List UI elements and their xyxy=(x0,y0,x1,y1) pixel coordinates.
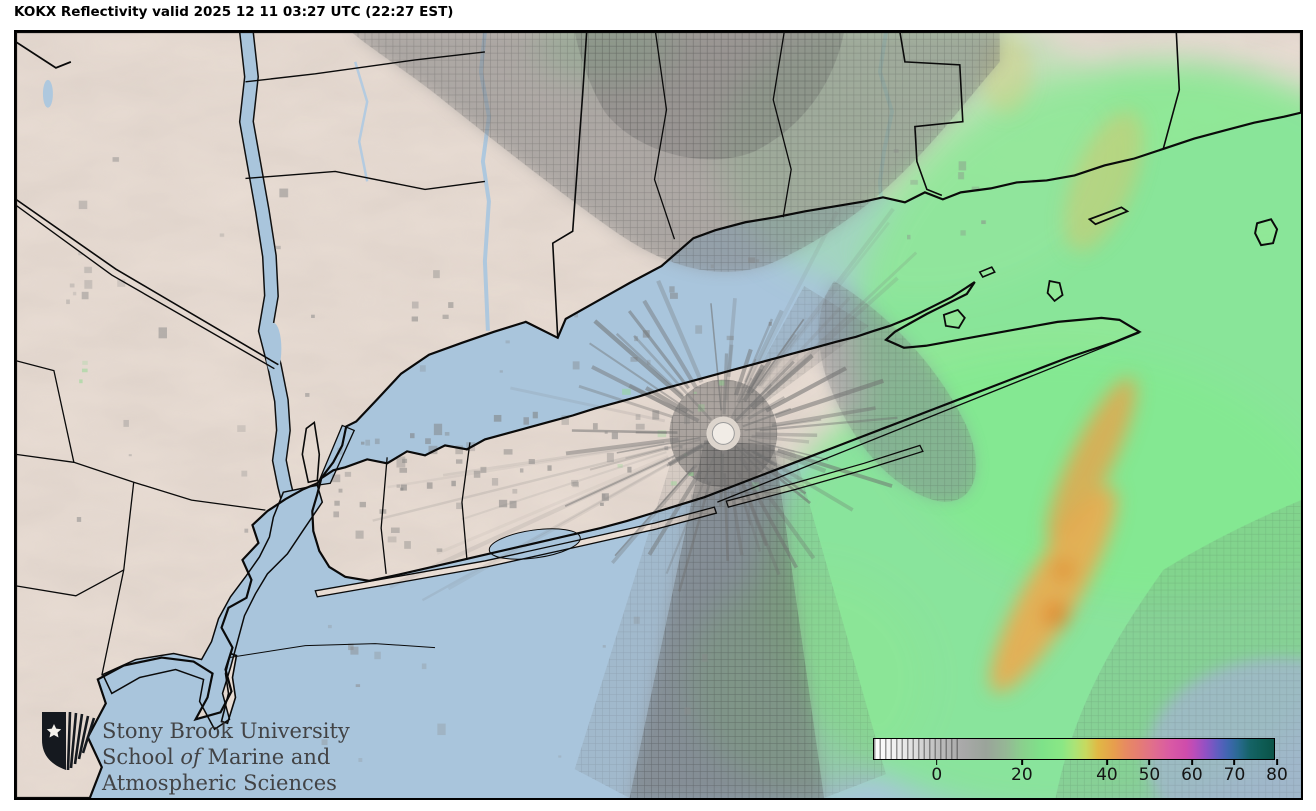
logo-line-2: School of Marine and xyxy=(102,745,331,769)
colorbar-tick-label: 80 xyxy=(1266,765,1288,785)
radar-site xyxy=(706,416,741,451)
map-canvas xyxy=(16,32,1301,798)
colorbar-tick-mark xyxy=(1106,759,1108,765)
radar-echo-orange xyxy=(979,33,1143,693)
logo-line-3: Atmospheric Sciences xyxy=(102,771,337,795)
coastlines xyxy=(16,32,1301,798)
colorbar-gradient xyxy=(873,738,1275,760)
stonybrook-logo: Stony Brook University School of Marine … xyxy=(40,710,350,796)
stonybrook-shield-icon xyxy=(42,711,96,771)
colorbar-tick-label: 40 xyxy=(1096,765,1118,785)
colorbar-tick-mark xyxy=(1148,759,1151,765)
radar-clutter-regions xyxy=(351,32,1301,798)
colorbar-tick-mark xyxy=(1276,759,1278,765)
colorbar-tick-label: 0 xyxy=(931,765,943,785)
colorbar-nd-stripes xyxy=(874,739,958,759)
colorbar-gradient-svg xyxy=(874,739,1274,759)
colorbar-tick-label: 20 xyxy=(1011,765,1033,785)
colorbar-tick-label: 60 xyxy=(1181,765,1203,785)
stonybrook-logo-text: Stony Brook University School of Marine … xyxy=(102,718,350,796)
state-county-borders xyxy=(16,32,1181,676)
radar-spokes xyxy=(372,207,918,602)
colorbar-tick-mark xyxy=(1233,759,1236,765)
colorbar-tick-mark xyxy=(1020,759,1023,765)
logo-line-1: Stony Brook University xyxy=(102,719,350,743)
radar-map: Stony Brook University School of Marine … xyxy=(14,30,1303,800)
colorbar-tick-label: 50 xyxy=(1138,765,1161,785)
radar-speckles xyxy=(66,149,986,762)
reflectivity-colorbar: 0 20 40 50 60 70 80 xyxy=(873,738,1288,794)
colorbar-tick-label: 70 xyxy=(1223,765,1246,785)
colorbar-tick-mark xyxy=(935,759,938,765)
colorbar-tick-mark xyxy=(1191,759,1193,765)
page-title: KOKX Reflectivity valid 2025 12 11 03:27… xyxy=(14,4,454,20)
